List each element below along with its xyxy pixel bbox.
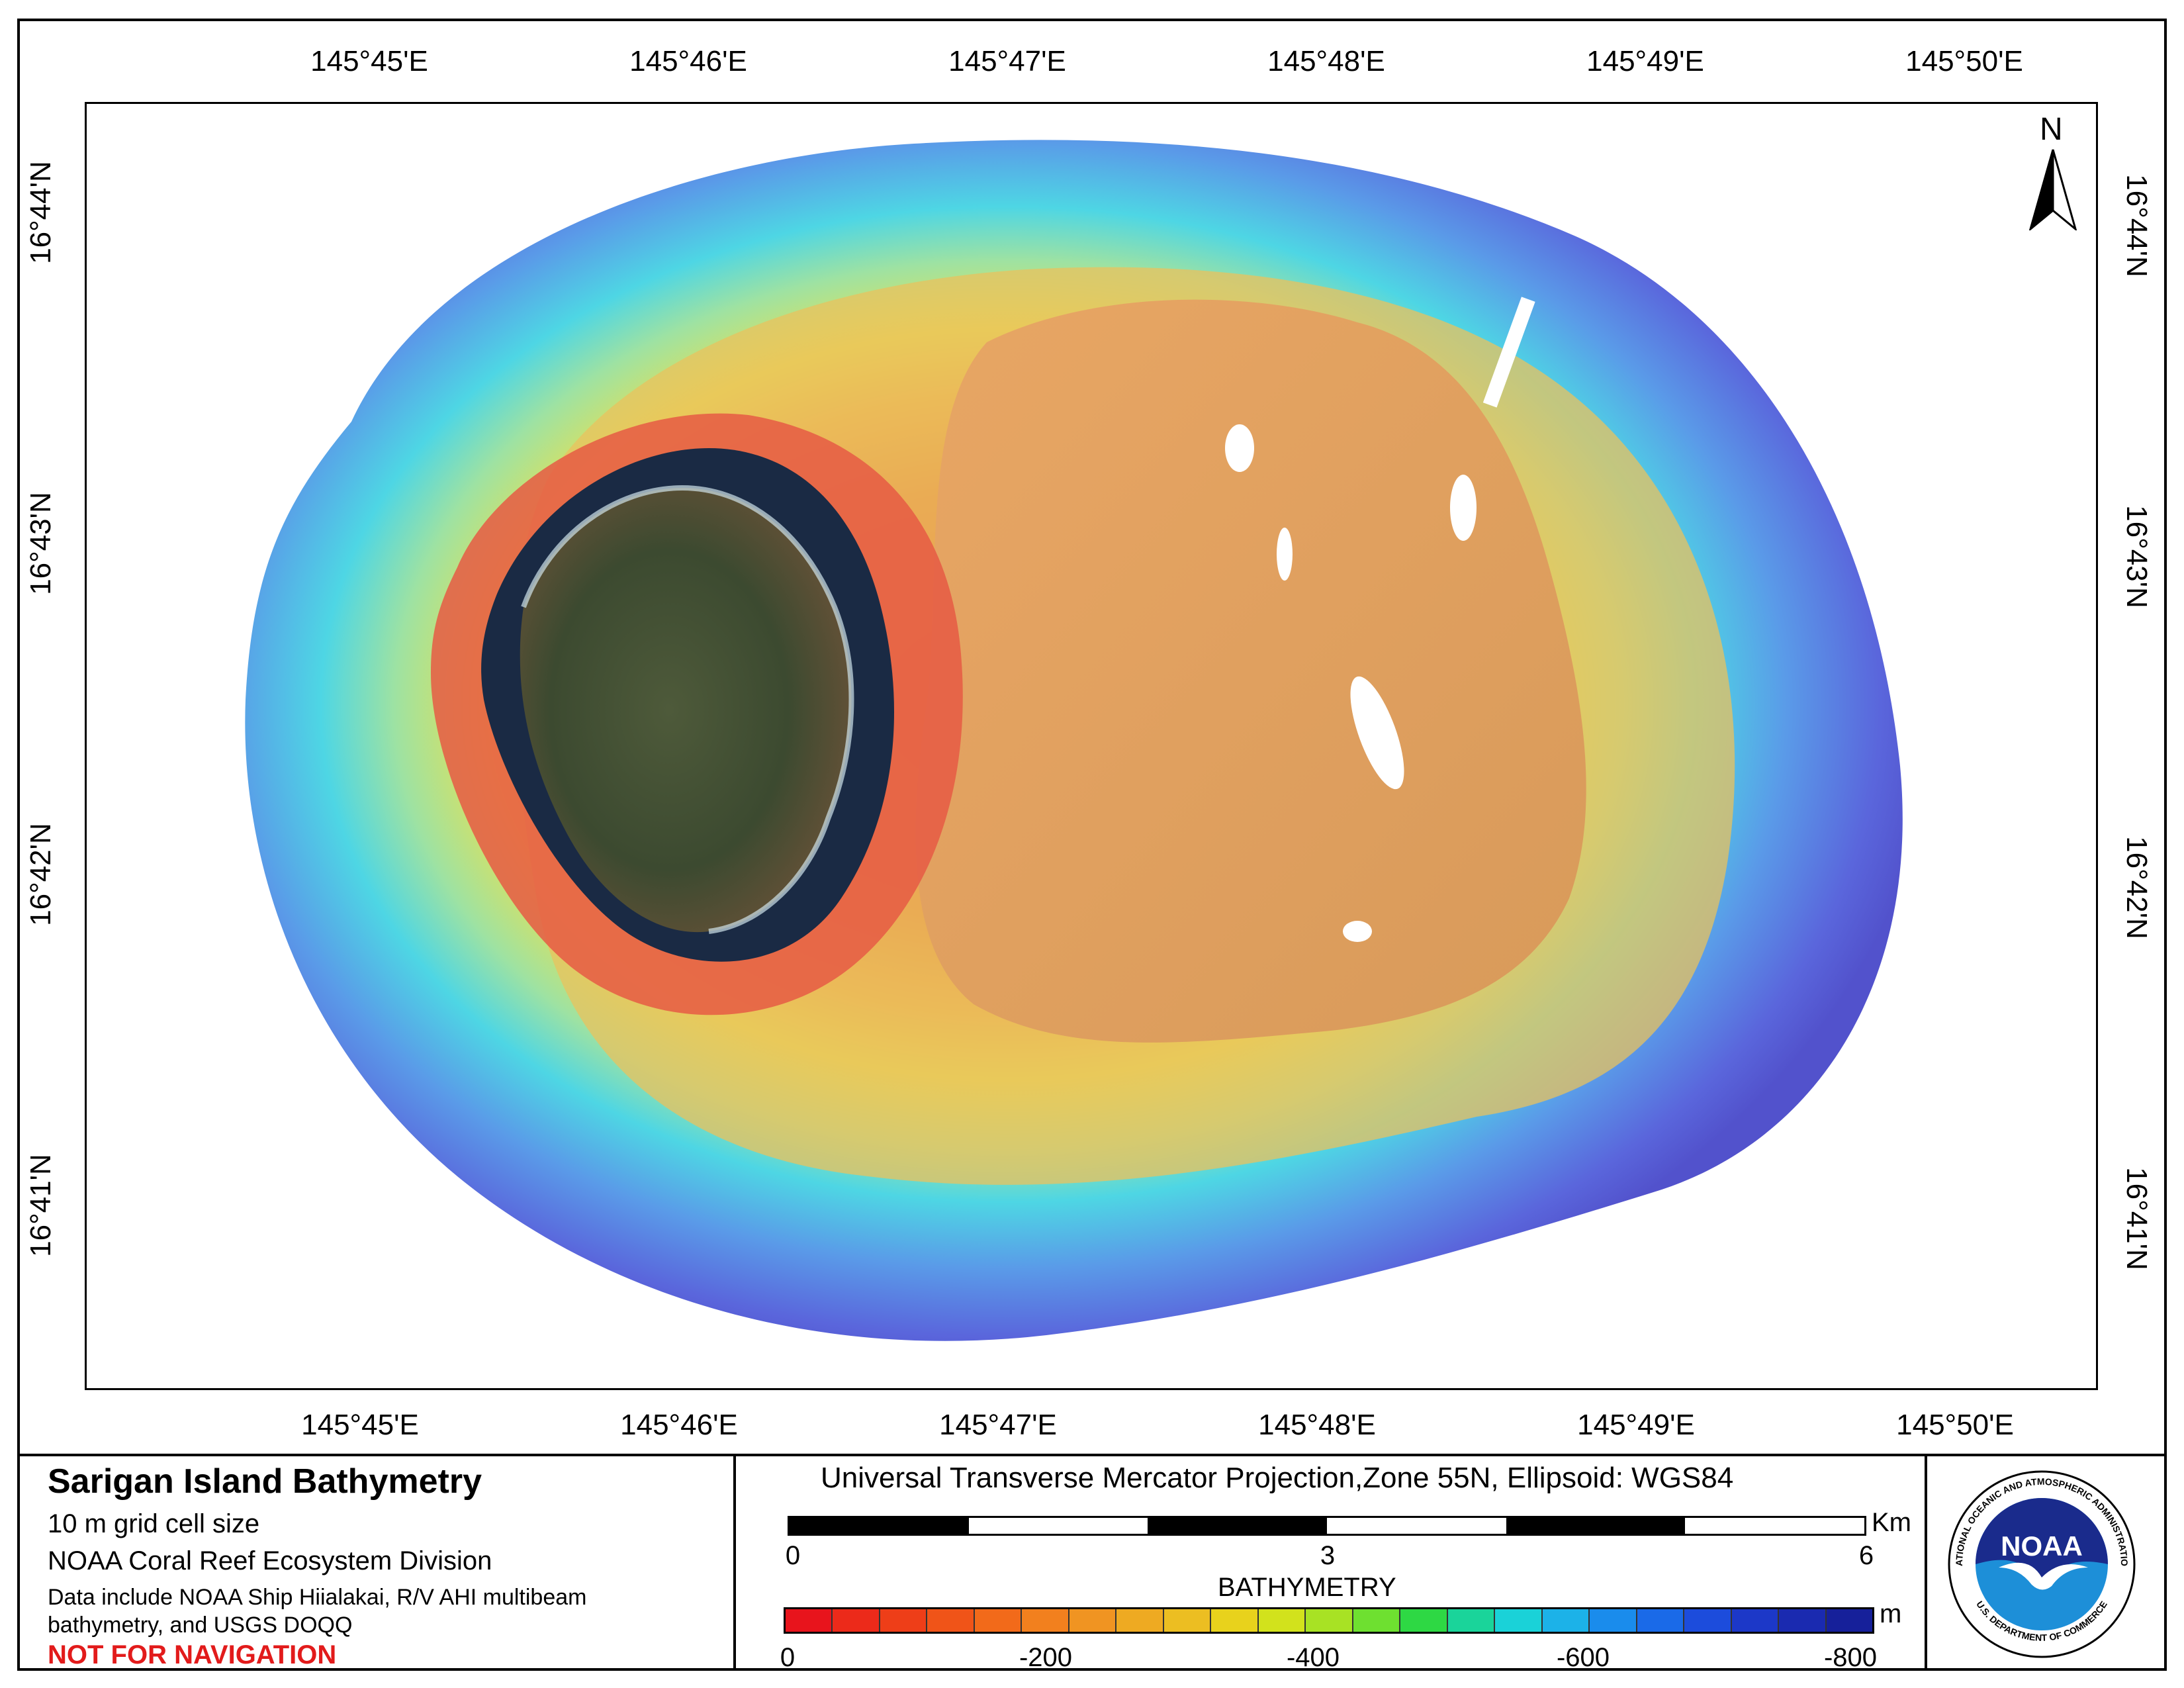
ramp-cell [1258,1609,1306,1632]
scale-segment [790,1518,969,1534]
scale-label-6: 6 [1858,1541,1874,1570]
noaa-logo-icon: NOAA NATIONAL OCEANIC AND ATMOSPHERIC AD… [1942,1460,2136,1658]
ramp-cell [1400,1609,1448,1632]
navigation-warning: NOT FOR NAVIGATION [48,1640,337,1669]
north-label: N [2040,112,2063,147]
ramp-cell [1684,1609,1732,1632]
nodata-patch [1450,475,1477,541]
scale-unit: Km [1872,1508,1911,1537]
grid-cell-info: 10 m grid cell size [48,1509,260,1538]
right-lat-label-0: 16°44'N [2120,174,2153,277]
island [520,488,852,933]
top-lon-label-2: 145°47'E [948,45,1066,77]
organization-info: NOAA Coral Reef Ecosystem Division [48,1546,492,1575]
ramp-cell [974,1609,1023,1632]
nodata-patch [1225,424,1254,472]
ramp-cell [1826,1609,1873,1632]
top-lon-label-1: 145°46'E [629,45,747,77]
scale-label-3: 3 [1320,1541,1336,1570]
scale-label-0: 0 [785,1541,801,1570]
bathymetry-map-graphic [245,140,1903,1341]
legend-panel [17,1454,2167,1671]
nodata-patch [1343,921,1372,942]
bathymetry-label-0: 0 [780,1643,796,1672]
ramp-cell [1353,1609,1401,1632]
data-source-line-1: Data include NOAA Ship Hiialakai, R/V AH… [48,1585,587,1610]
ramp-cell [927,1609,975,1632]
nodata-patch [1350,676,1404,790]
noaa-logo: NOAA NATIONAL OCEANIC AND ATMOSPHERIC AD… [1942,1460,2138,1660]
ramp-cell [1779,1609,1827,1632]
ramp-cell [1731,1609,1780,1632]
legend-divider-left [733,1454,736,1671]
scale-segment [1506,1518,1686,1534]
bottom-lon-label-1: 145°46'E [620,1409,738,1441]
bathymetry-label-600: -600 [1556,1643,1610,1672]
ramp-cell [1495,1609,1543,1632]
terrace [915,299,1586,1043]
bathymetry-title: BATHYMETRY [1218,1573,1396,1602]
scale-segment [1327,1518,1506,1534]
bottom-lon-label-0: 145°45'E [301,1409,419,1441]
scale-segment [1685,1518,1865,1534]
legend-divider-right [1925,1454,1927,1671]
surf-line [521,485,854,934]
nodata-patch [1277,528,1293,581]
bathymetry-color-ramp [784,1607,1874,1634]
left-lat-label-3: 16°41'N [24,1154,57,1257]
ramp-cell [1637,1609,1685,1632]
left-lat-label-1: 16°43'N [24,492,57,595]
top-lon-label-4: 145°49'E [1586,45,1704,77]
ramp-cell [1590,1609,1637,1632]
map-title: Sarigan Island Bathymetry [48,1462,482,1501]
bottom-lon-label-3: 145°48'E [1258,1409,1376,1441]
bottom-lon-label-4: 145°49'E [1577,1409,1695,1441]
ramp-cell [1069,1609,1117,1632]
north-arrow-icon [2028,149,2077,232]
top-lon-label-5: 145°50'E [1905,45,2023,77]
bottom-lon-label-5: 145°50'E [1896,1409,2014,1441]
left-lat-label-0: 16°44'N [24,161,57,264]
bathymetry-map[interactable] [85,102,2098,1390]
top-lon-label-0: 145°45'E [310,45,428,77]
scale-bar [788,1516,1866,1536]
top-lon-label-3: 145°48'E [1267,45,1385,77]
right-lat-label-3: 16°41'N [2120,1167,2153,1270]
bathymetry-label-200: -200 [1019,1643,1073,1672]
right-lat-label-1: 16°43'N [2120,505,2153,608]
projection-info: Universal Transverse Mercator Projection… [821,1462,1734,1494]
ramp-cell [1163,1609,1212,1632]
bathymetry-label-800: -800 [1823,1643,1878,1672]
data-source-line-2: bathymetry, and USGS DOQQ [48,1613,353,1638]
left-lat-label-2: 16°42'N [24,823,57,926]
ramp-cell [1306,1609,1353,1632]
ramp-cell [786,1609,833,1632]
ramp-cell [1447,1609,1496,1632]
bathymetry-label-400: -400 [1286,1643,1340,1672]
ramp-cell [1022,1609,1069,1632]
north-arrow: N [2025,112,2081,232]
bottom-lon-label-2: 145°47'E [939,1409,1057,1441]
right-lat-label-2: 16°42'N [2120,836,2153,939]
bathymetry-unit: m [1880,1599,1902,1628]
ramp-cell [833,1609,880,1632]
scale-segment [1148,1518,1328,1534]
nodata-strip [1482,297,1535,408]
ramp-cell [1211,1609,1259,1632]
ramp-cell [880,1609,928,1632]
map-frame [17,19,2167,1671]
noaa-logo-text: NOAA [2001,1530,2083,1562]
ramp-cell [1542,1609,1590,1632]
scale-segment [968,1518,1148,1534]
ramp-cell [1116,1609,1164,1632]
